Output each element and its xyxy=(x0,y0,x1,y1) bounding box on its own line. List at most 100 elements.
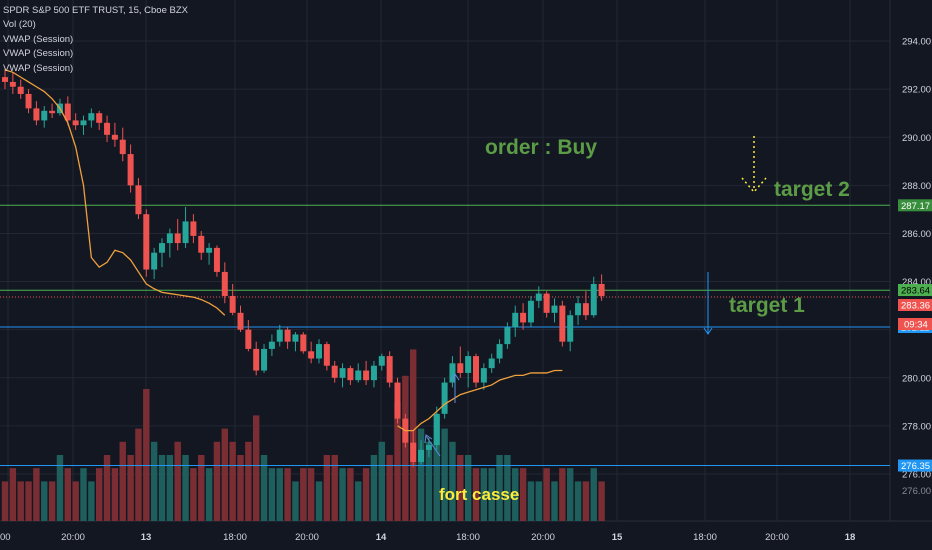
volume-bar xyxy=(260,455,268,521)
candle-body[interactable] xyxy=(567,315,574,342)
candle-body[interactable] xyxy=(378,356,385,366)
candle-body[interactable] xyxy=(213,247,220,272)
candle-body[interactable] xyxy=(104,122,111,135)
candle-body[interactable] xyxy=(41,110,48,121)
candle-body[interactable] xyxy=(292,334,299,342)
candle-body[interactable] xyxy=(551,305,558,313)
volume-bar xyxy=(551,481,558,521)
time-tick-label: 15 xyxy=(612,532,623,543)
legend-indicator[interactable]: VWAP (Session) xyxy=(3,62,74,74)
candle-body[interactable] xyxy=(143,214,150,270)
candle-body[interactable] xyxy=(559,305,566,342)
candle-body[interactable] xyxy=(159,243,165,253)
candle-body[interactable] xyxy=(25,93,32,109)
candle-body[interactable] xyxy=(363,370,370,381)
candle-body[interactable] xyxy=(418,449,425,462)
candle-body[interactable] xyxy=(166,233,173,244)
candle-body[interactable] xyxy=(410,442,417,462)
candle-body[interactable] xyxy=(261,348,268,371)
candle-body[interactable] xyxy=(253,348,260,371)
candle-body[interactable] xyxy=(135,185,142,215)
candle-body[interactable] xyxy=(331,365,338,378)
candle-body[interactable] xyxy=(394,382,401,419)
volume-bar xyxy=(245,441,252,521)
candle-body[interactable] xyxy=(119,139,126,155)
candle-body[interactable] xyxy=(151,252,158,270)
volume-bar xyxy=(472,468,480,521)
candle-body[interactable] xyxy=(276,329,283,342)
volume-bar xyxy=(111,468,119,521)
candle-body[interactable] xyxy=(457,363,464,373)
candle-body[interactable] xyxy=(284,329,291,342)
order-annotation[interactable]: order : Buy xyxy=(485,136,597,159)
candle-body[interactable] xyxy=(190,221,197,236)
candle-body[interactable] xyxy=(425,445,432,450)
candle-body[interactable] xyxy=(316,344,322,359)
candle-body[interactable] xyxy=(575,303,582,316)
candle-body[interactable] xyxy=(323,344,330,366)
candle-body[interactable] xyxy=(473,356,479,383)
candle-body[interactable] xyxy=(174,233,181,244)
candle-body[interactable] xyxy=(111,134,118,140)
candle-body[interactable] xyxy=(198,235,205,253)
time-tick-label: 14 xyxy=(376,532,387,543)
candle-body[interactable] xyxy=(433,413,440,446)
legend-indicator[interactable]: VWAP (Session) xyxy=(3,33,74,45)
candle-body[interactable] xyxy=(308,351,315,359)
candle-body[interactable] xyxy=(504,327,511,345)
candle-body[interactable] xyxy=(582,303,589,316)
candle-body[interactable] xyxy=(245,329,252,349)
candle-body[interactable] xyxy=(520,312,527,323)
candle-body[interactable] xyxy=(512,312,519,328)
target-2-annotation[interactable]: target 2 xyxy=(774,178,850,201)
candle-body[interactable] xyxy=(33,108,40,121)
candle-body[interactable] xyxy=(96,113,103,123)
volume-bar xyxy=(362,468,370,521)
candle-body[interactable] xyxy=(480,368,487,383)
price-tick-label: 288.00 xyxy=(902,181,931,192)
candle-body[interactable] xyxy=(88,113,95,121)
candle-body[interactable] xyxy=(496,344,503,359)
candle-body[interactable] xyxy=(339,368,346,378)
candle-body[interactable] xyxy=(127,154,134,186)
candle-body[interactable] xyxy=(441,382,448,414)
candle-body[interactable] xyxy=(182,221,189,244)
candle-body[interactable] xyxy=(9,81,16,87)
candle-body[interactable] xyxy=(17,86,24,94)
legend-indicator[interactable]: VWAP (Session) xyxy=(3,48,74,60)
price-label-box xyxy=(898,284,932,296)
volume-bar xyxy=(88,481,95,521)
candle-body[interactable] xyxy=(590,283,597,316)
candle-body[interactable] xyxy=(386,356,393,383)
candle-body[interactable] xyxy=(449,363,456,383)
candle-body[interactable] xyxy=(221,271,228,296)
candle-body[interactable] xyxy=(206,247,213,253)
candle-body[interactable] xyxy=(527,300,534,323)
volume-bar xyxy=(143,389,150,521)
target-1-annotation[interactable]: target 1 xyxy=(729,294,805,317)
candle-body[interactable] xyxy=(229,295,236,313)
candle-body[interactable] xyxy=(355,370,362,381)
candle-body[interactable] xyxy=(72,120,79,126)
candle-body[interactable] xyxy=(237,312,244,330)
candle-body[interactable] xyxy=(543,293,550,313)
fort-casse-annotation[interactable]: fort casse xyxy=(439,485,519,504)
candle-body[interactable] xyxy=(535,293,542,301)
candle-body[interactable] xyxy=(347,368,354,381)
time-tick-label: 20:00 xyxy=(61,532,85,543)
volume-bar xyxy=(48,481,56,521)
candle-body[interactable] xyxy=(80,120,87,126)
candle-body[interactable] xyxy=(49,110,56,114)
candle-body[interactable] xyxy=(488,358,495,369)
candle-body[interactable] xyxy=(370,365,377,381)
volume-bar xyxy=(417,428,425,521)
candle-body[interactable] xyxy=(2,77,8,82)
volume-bar xyxy=(512,468,519,521)
candle-body[interactable] xyxy=(64,103,71,121)
candle-body[interactable] xyxy=(598,283,605,296)
legend-indicator[interactable]: Vol (20) xyxy=(3,19,36,31)
candle-body[interactable] xyxy=(268,341,275,349)
candle-body[interactable] xyxy=(465,356,472,373)
candle-body[interactable] xyxy=(300,334,307,352)
